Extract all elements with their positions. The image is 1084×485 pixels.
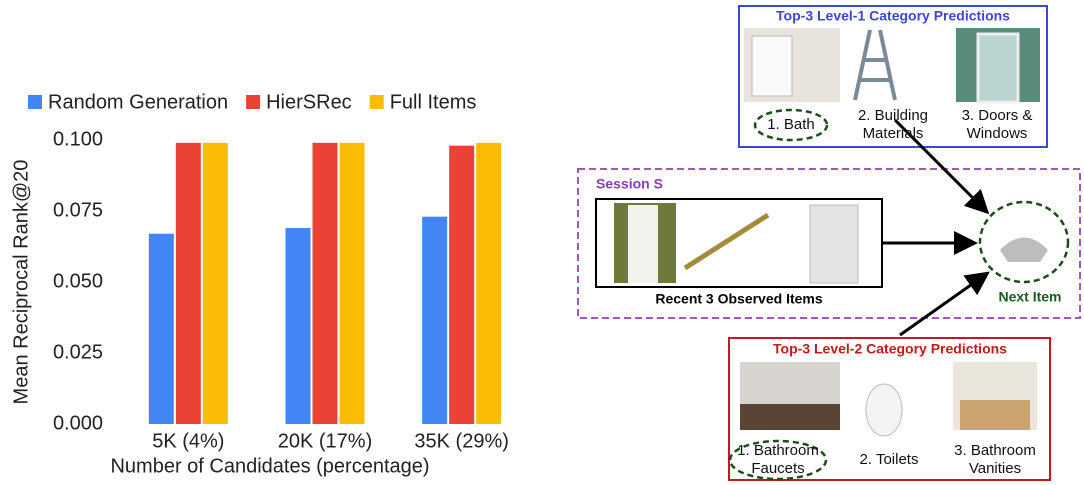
level2-box <box>728 337 1051 481</box>
bar <box>422 216 448 424</box>
y-tick-label: 0.050 <box>53 270 103 292</box>
door-image <box>628 205 658 283</box>
legend-label: HierSRec <box>266 91 352 113</box>
y-tick-label: 0.100 <box>53 128 103 150</box>
faucet-image <box>740 404 840 430</box>
bar <box>285 228 311 424</box>
y-tick-label: 0.025 <box>53 341 103 363</box>
item-label: Vanities <box>969 460 1021 477</box>
x-axis-title: Number of Candidates (percentage) <box>110 455 429 477</box>
bar <box>449 145 475 424</box>
observed-items-box <box>595 198 883 288</box>
legend-label: Random Generation <box>48 91 228 113</box>
chart: Mean Reciprocal Rank@20 Number of Candid… <box>10 91 509 477</box>
vanity-image <box>809 204 859 284</box>
session-caption: Recent 3 Observed Items <box>655 291 823 307</box>
level1-box <box>738 5 1048 148</box>
level1-title: Top-3 Level-1 Category Predictions <box>776 8 1010 24</box>
session-box <box>577 168 1081 319</box>
item-label: 1. Bathroom <box>737 442 819 459</box>
item-label: 2. Toilets <box>860 451 919 468</box>
screw-image <box>683 212 770 271</box>
x-tick-label: 5K (4%) <box>152 430 224 452</box>
bar <box>339 142 365 424</box>
bath-image <box>751 35 793 97</box>
item-label: 1. Bath <box>767 116 815 133</box>
bar <box>202 142 228 424</box>
legend-swatch <box>369 95 384 109</box>
bar <box>148 233 174 424</box>
door-image <box>976 32 1020 104</box>
item-label: 3. Bathroom <box>954 442 1036 459</box>
faucet-image <box>1000 237 1048 262</box>
y-tick-label: 0.000 <box>53 412 103 434</box>
y-axis-title: Mean Reciprocal Rank@20 <box>10 160 32 405</box>
session-title: Session S <box>596 176 663 192</box>
bar <box>312 142 338 424</box>
bar <box>175 142 201 424</box>
level2-title: Top-3 Level-2 Category Predictions <box>773 341 1007 357</box>
x-tick-label: 35K (29%) <box>414 430 509 452</box>
highlight-ellipse <box>753 108 829 142</box>
item-label: 2. Building <box>858 107 928 124</box>
x-tick-label: 20K (17%) <box>278 430 373 452</box>
arrow <box>899 271 990 337</box>
diagram: Top-3 Level-1 Category Predictions Sessi… <box>577 5 1081 481</box>
next-item-label: Next Item <box>998 289 1061 305</box>
highlight-ellipse <box>978 200 1070 284</box>
item-label: Windows <box>967 125 1028 142</box>
toilet-image <box>865 383 903 437</box>
y-tick-label: 0.075 <box>53 199 103 221</box>
item-label: 3. Doors & <box>962 107 1033 124</box>
arrow <box>893 118 990 215</box>
item-label: Faucets <box>751 460 804 477</box>
bar <box>476 142 502 424</box>
legend-swatch <box>246 95 261 109</box>
legend-swatch <box>28 95 42 109</box>
ladder-image <box>853 29 897 101</box>
legend-label: Full Items <box>390 91 477 113</box>
highlight-ellipse <box>728 439 828 481</box>
vanity-image <box>960 400 1030 430</box>
item-label: Materials <box>863 125 924 142</box>
